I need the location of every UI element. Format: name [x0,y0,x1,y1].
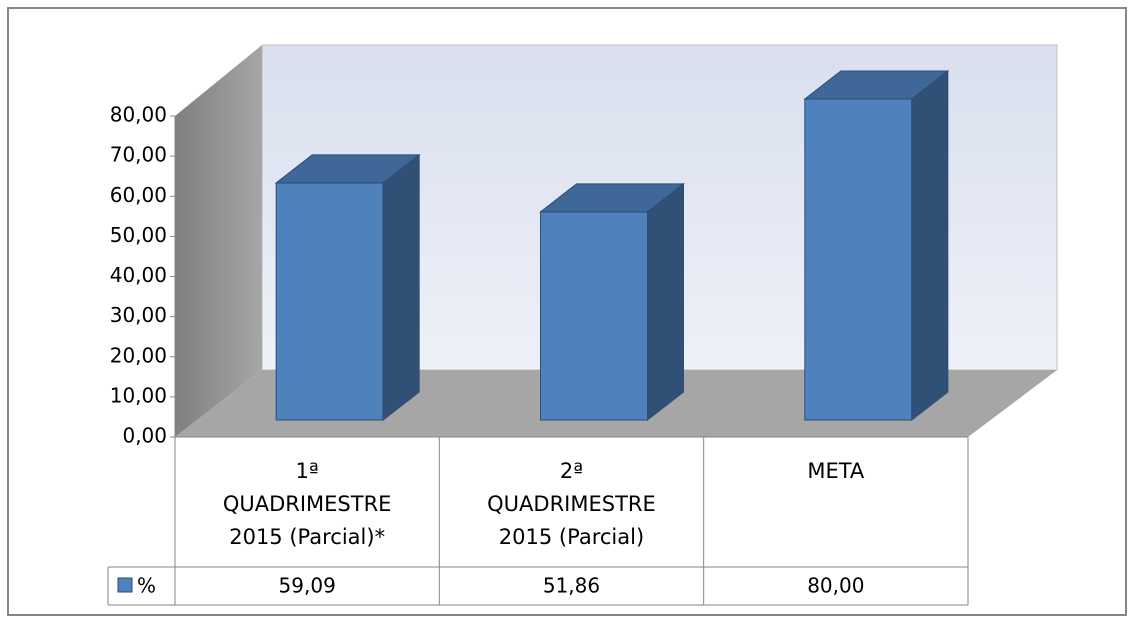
value-label: 51,86 [543,574,600,598]
y-tick-label: 10,00 [110,383,167,407]
y-tick-label: 20,00 [110,343,167,367]
category-text: 1ª QUADRIMESTRE 2015 (Parcial)* [222,459,392,549]
bar [539,182,685,422]
bar-top [274,154,421,184]
bar-top [803,70,950,100]
y-tick-label: 40,00 [110,263,167,287]
bar-front [804,98,913,421]
category-label: 1ª QUADRIMESTRE 2015 (Parcial)* [175,455,439,554]
category-text: META [807,459,865,483]
bar-side [647,182,684,422]
y-tick-label: 60,00 [110,183,167,207]
bar-front [275,182,384,421]
y-tick-label: 30,00 [110,303,167,327]
bar [274,153,421,422]
bar-side [382,153,420,422]
y-tick-label: 0,00 [122,424,167,448]
bar-top [539,183,685,213]
category-label: META [704,455,968,488]
legend-swatch [117,577,133,593]
y-tick-label: 80,00 [110,103,167,127]
legend-label: % [137,574,156,598]
y-tick-label: 70,00 [110,143,167,167]
bar-side [911,69,949,422]
category-label: 2ª QUADRIMESTRE 2015 (Parcial) [439,455,703,554]
value-label: 80,00 [807,574,864,598]
side-wall [175,45,262,437]
y-tick-label: 50,00 [110,223,167,247]
category-text: 2ª QUADRIMESTRE 2015 (Parcial) [487,459,656,549]
bar-front [540,211,648,421]
bar [803,69,950,422]
value-label: 59,09 [279,574,336,598]
